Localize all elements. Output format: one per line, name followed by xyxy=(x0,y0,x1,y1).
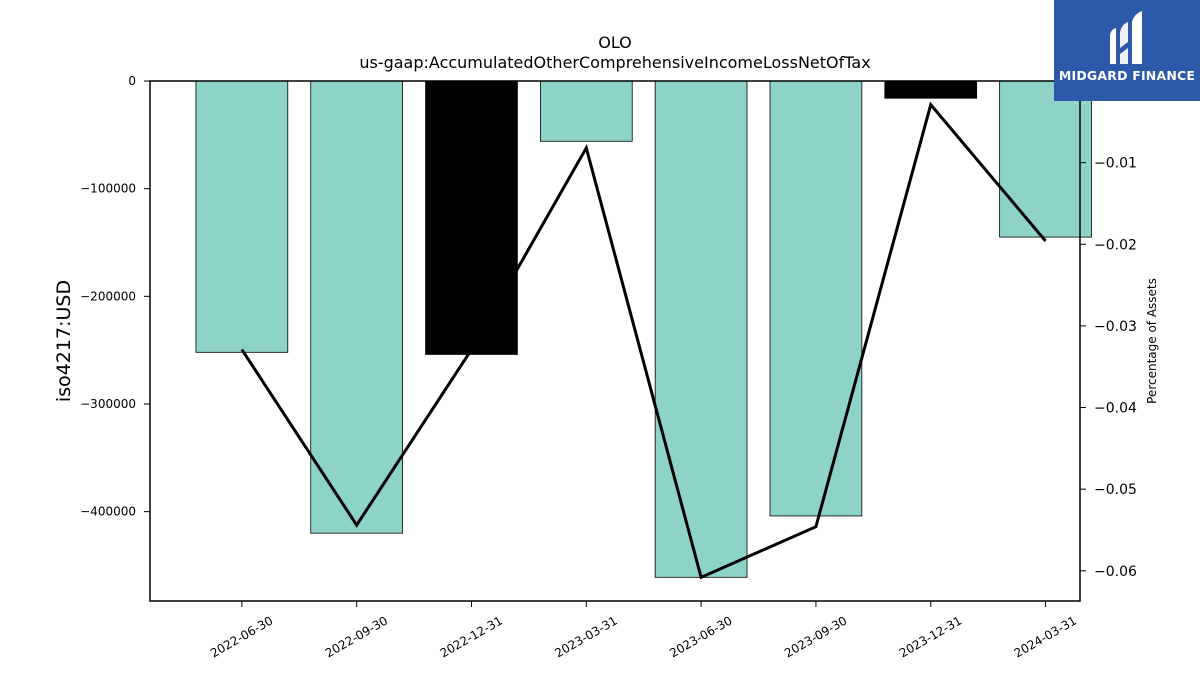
percentage-of-assets-line xyxy=(240,101,1047,580)
x-tick-label: 2022-12-31 xyxy=(438,613,505,660)
bars-group xyxy=(195,80,1092,578)
bar-2022-12-31 xyxy=(425,80,518,355)
chart-subtitle: us-gaap:AccumulatedOtherComprehensiveInc… xyxy=(359,53,870,72)
chart-title: OLO xyxy=(598,33,632,52)
y-axis-ticks: 0 −100000 −200000 −300000 −400000 xyxy=(80,74,150,519)
y2-tick-label: −0.01 xyxy=(1094,156,1137,172)
bar-2023-12-31 xyxy=(884,80,978,99)
logo-text: MIDGARD FINANCE xyxy=(1058,68,1196,83)
x-tick-label: 2023-03-31 xyxy=(552,613,619,660)
x-tick-label: 2022-09-30 xyxy=(323,613,390,660)
y2-axis-ticks: −0.01 −0.02 −0.03 −0.04 −0.05 −0.06 xyxy=(1080,156,1137,580)
plot-frame xyxy=(149,80,1081,602)
y2-axis-label: Percentage of Assets xyxy=(1145,278,1159,404)
y-tick-label: −400000 xyxy=(80,505,136,519)
x-tick-label: 2024-03-31 xyxy=(1012,613,1079,660)
x-tick-label: 2022-06-30 xyxy=(208,613,275,660)
y-tick-label: −300000 xyxy=(80,397,136,411)
y2-tick-label: −0.02 xyxy=(1094,237,1137,253)
y-tick-label: −200000 xyxy=(80,289,136,303)
y-tick-label: −100000 xyxy=(80,182,136,196)
y-axis-label: iso4217:USD xyxy=(53,280,75,402)
line-group xyxy=(240,101,1047,580)
brand-logo: MIDGARD FINANCE xyxy=(1054,0,1200,101)
y2-tick-label: −0.03 xyxy=(1094,319,1137,335)
x-tick-label: 2023-06-30 xyxy=(667,613,734,660)
y2-tick-label: −0.05 xyxy=(1094,482,1137,498)
x-tick-label: 2023-09-30 xyxy=(782,613,849,660)
bar-2022-09-30 xyxy=(310,80,403,534)
bar-2022-06-30 xyxy=(195,80,289,353)
bar-2024-03-31 xyxy=(999,80,1092,238)
y-tick-label: 0 xyxy=(128,74,136,88)
x-tick-label: 2023-12-31 xyxy=(897,613,964,660)
y2-tick-label: −0.04 xyxy=(1094,401,1137,417)
midgard-logo-icon xyxy=(1110,11,1142,64)
y2-tick-label: −0.06 xyxy=(1094,564,1137,580)
bar-2023-09-30 xyxy=(769,80,863,517)
bar-2023-03-31 xyxy=(539,80,633,142)
x-axis-ticks: 2022-06-30 2022-09-30 2022-12-31 2023-03-31… xyxy=(208,601,1079,660)
bar-2023-06-30 xyxy=(654,80,748,578)
